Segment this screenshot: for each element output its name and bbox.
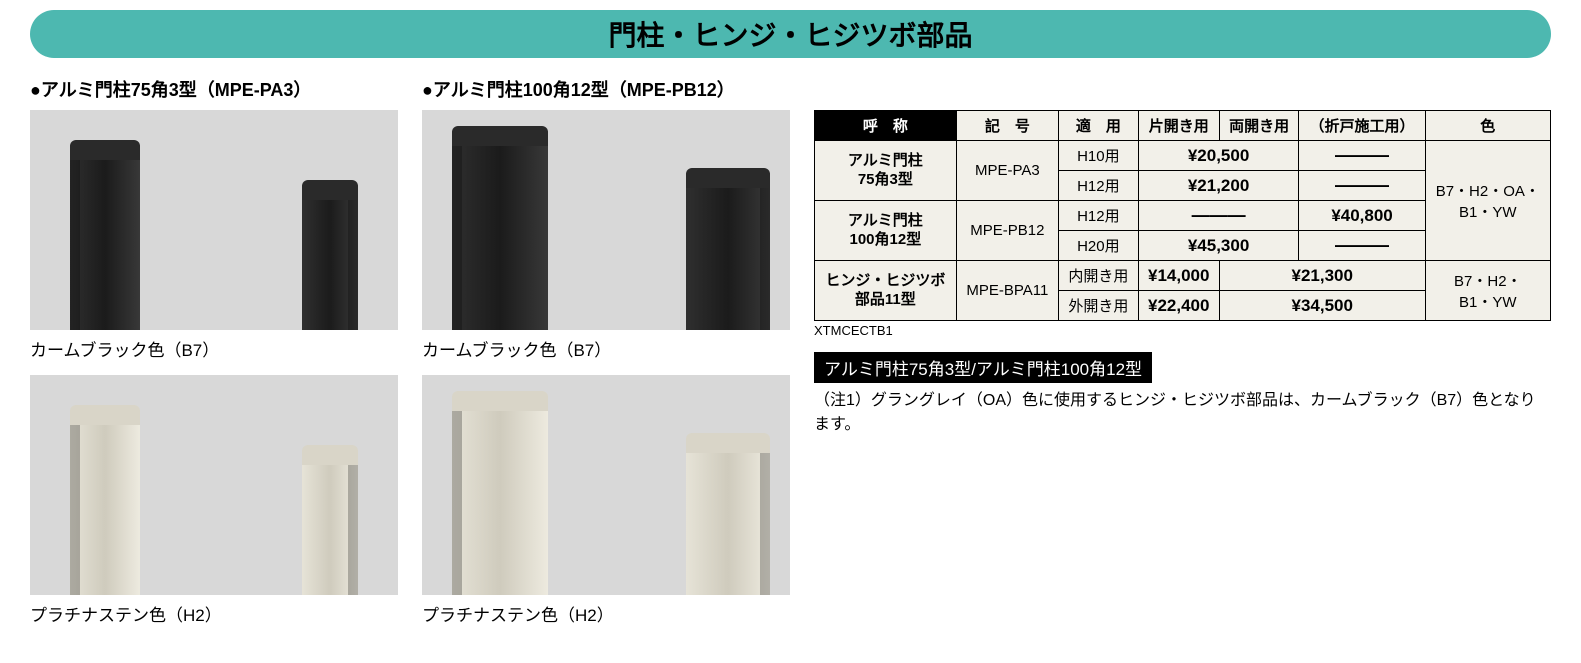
th-single: 片開き用 bbox=[1138, 111, 1219, 141]
product-image bbox=[30, 110, 398, 330]
cell-color: B7・H2・ B1・YW bbox=[1425, 261, 1550, 321]
cell-price: ¥45,300 bbox=[1138, 231, 1299, 261]
heading-100-12: ●アルミ門柱100角12型（MPE-PB12） bbox=[422, 76, 790, 102]
cell-apply: 内開き用 bbox=[1059, 261, 1139, 291]
cell-price: ¥34,500 bbox=[1219, 291, 1425, 321]
cell-code: MPE-BPA11 bbox=[956, 261, 1058, 321]
table-row: ヒンジ・ヒジツボ 部品11型 MPE-BPA11 内開き用 ¥14,000 ¥2… bbox=[815, 261, 1551, 291]
table-header-row: 呼 称 記 号 適 用 片開き用 両開き用 （折戸施工用） 色 bbox=[815, 111, 1551, 141]
price-column: 呼 称 記 号 適 用 片開き用 両開き用 （折戸施工用） 色 アルミ門柱 75… bbox=[814, 76, 1551, 626]
cell-price: ¥22,400 bbox=[1138, 291, 1219, 321]
cell-apply: H10用 bbox=[1059, 141, 1139, 171]
section-title-bar: 門柱・ヒンジ・ヒジツボ部品 bbox=[30, 10, 1551, 58]
table-code-note: XTMCECTB1 bbox=[814, 323, 1551, 338]
cell-name: アルミ門柱 75角3型 bbox=[815, 141, 957, 201]
swatch-label: カームブラック色（B7） bbox=[422, 336, 790, 361]
cell-price: ¥14,000 bbox=[1138, 261, 1219, 291]
cell-price: ¥21,300 bbox=[1219, 261, 1425, 291]
swatch-100-black: カームブラック色（B7） bbox=[422, 110, 790, 361]
cell-apply: H12用 bbox=[1059, 201, 1139, 231]
cell-dash: ――― bbox=[1299, 231, 1425, 261]
cell-name: ヒンジ・ヒジツボ 部品11型 bbox=[815, 261, 957, 321]
th-name: 呼 称 bbox=[815, 111, 957, 141]
cell-dash: ――― bbox=[1299, 141, 1425, 171]
cell-apply: H20用 bbox=[1059, 231, 1139, 261]
swatch-grid: カームブラック色（B7） カームブラック色（B7） プラチナステン色 bbox=[30, 110, 790, 626]
product-image bbox=[422, 375, 790, 595]
swatch-100-steel: プラチナステン色（H2） bbox=[422, 375, 790, 626]
swatch-75-steel: プラチナステン色（H2） bbox=[30, 375, 398, 626]
product-image bbox=[422, 110, 790, 330]
swatch-row-steel: プラチナステン色（H2） プラチナステン色（H2） bbox=[30, 375, 790, 626]
cell-code: MPE-PA3 bbox=[956, 141, 1058, 201]
cell-dash: ――― bbox=[1138, 201, 1299, 231]
product-images-column: ●アルミ門柱75角3型（MPE-PA3） ●アルミ門柱100角12型（MPE-P… bbox=[30, 76, 790, 626]
th-apply: 適 用 bbox=[1059, 111, 1139, 141]
swatch-75-black: カームブラック色（B7） bbox=[30, 110, 398, 361]
cell-price: ¥40,800 bbox=[1299, 201, 1425, 231]
cell-price: ¥20,500 bbox=[1138, 141, 1299, 171]
th-color: 色 bbox=[1425, 111, 1550, 141]
th-double: 両開き用 bbox=[1219, 111, 1299, 141]
swatch-label: プラチナステン色（H2） bbox=[422, 601, 790, 626]
cell-color: B7・H2・OA・ B1・YW bbox=[1425, 141, 1550, 261]
cell-apply: 外開き用 bbox=[1059, 291, 1139, 321]
cell-dash: ――― bbox=[1299, 171, 1425, 201]
cell-name: アルミ門柱 100角12型 bbox=[815, 201, 957, 261]
cell-apply: H12用 bbox=[1059, 171, 1139, 201]
cell-price: ¥21,200 bbox=[1138, 171, 1299, 201]
th-folding: （折戸施工用） bbox=[1299, 111, 1425, 141]
note-text: （注1）グラングレイ（OA）色に使用するヒンジ・ヒジツボ部品は、カームブラック（… bbox=[814, 389, 1551, 437]
swatch-label: カームブラック色（B7） bbox=[30, 336, 398, 361]
price-table: 呼 称 記 号 適 用 片開き用 両開き用 （折戸施工用） 色 アルミ門柱 75… bbox=[814, 110, 1551, 321]
cell-code: MPE-PB12 bbox=[956, 201, 1058, 261]
swatch-label: プラチナステン色（H2） bbox=[30, 601, 398, 626]
note-label: アルミ門柱75角3型/アルミ門柱100角12型 bbox=[814, 352, 1152, 383]
section-title: 門柱・ヒンジ・ヒジツボ部品 bbox=[608, 14, 972, 54]
product-image bbox=[30, 375, 398, 595]
table-row: アルミ門柱 75角3型 MPE-PA3 H10用 ¥20,500 ――― B7・… bbox=[815, 141, 1551, 171]
product-headings: ●アルミ門柱75角3型（MPE-PA3） ●アルミ門柱100角12型（MPE-P… bbox=[30, 76, 790, 102]
heading-75-3: ●アルミ門柱75角3型（MPE-PA3） bbox=[30, 76, 398, 102]
th-code: 記 号 bbox=[956, 111, 1058, 141]
main-row: ●アルミ門柱75角3型（MPE-PA3） ●アルミ門柱100角12型（MPE-P… bbox=[30, 76, 1551, 626]
swatch-row-black: カームブラック色（B7） カームブラック色（B7） bbox=[30, 110, 790, 361]
